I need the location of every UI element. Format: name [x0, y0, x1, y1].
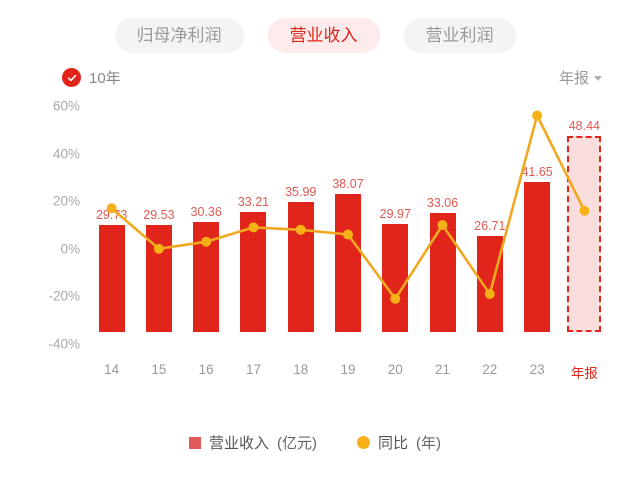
- x-axis-tick-19: 19: [340, 362, 356, 377]
- revenue-chart: 60% 40% 20% 0% -20% -40% 29.73 29.53 30.36 33.21…: [0, 96, 630, 396]
- tab-revenue[interactable]: 营业收入: [267, 18, 380, 53]
- bar-value-label: 48.44: [568, 119, 600, 133]
- ten-year-toggle[interactable]: 10年: [62, 67, 121, 88]
- legend-label-yoy: 同比: [378, 435, 409, 452]
- x-axis-tick-18: 18: [293, 362, 309, 377]
- bar-21[interactable]: [429, 212, 456, 332]
- bar-value-label: 29.97: [379, 206, 411, 221]
- bar-value-label: 29.73: [95, 207, 128, 222]
- period-label: 年报: [558, 70, 589, 87]
- bar-14[interactable]: [98, 224, 125, 332]
- bar-23[interactable]: [524, 181, 551, 332]
- y-axis-tick: -40%: [48, 336, 80, 352]
- legend-item-yoy[interactable]: 同比 (年): [357, 432, 441, 453]
- x-axis-tick-16: 16: [198, 362, 214, 377]
- period-selector[interactable]: 年报: [559, 67, 602, 88]
- ten-year-label: 10年: [89, 70, 121, 87]
- bar-value-label: 38.07: [332, 177, 364, 192]
- bar-value-label: 33.06: [426, 195, 459, 210]
- y-axis-tick: 20%: [52, 193, 80, 209]
- x-axis-tick-17: 17: [245, 362, 261, 377]
- legend-square-icon: [188, 436, 201, 449]
- y-axis-tick: -20%: [48, 288, 80, 304]
- chart-controls: 10年 年报: [0, 53, 630, 88]
- bar-17[interactable]: [240, 212, 267, 332]
- legend-label-revenue: 营业收入: [208, 435, 269, 452]
- x-axis-tick-23: 23: [529, 362, 545, 377]
- bar-value-label: 41.65: [521, 164, 553, 179]
- x-axis-tick-15: 15: [151, 362, 167, 377]
- forecast-column[interactable]: [567, 136, 602, 332]
- x-axis-tick-22: 22: [482, 362, 498, 377]
- x-axis-tick-20: 20: [387, 362, 403, 377]
- bar-20[interactable]: [382, 223, 409, 332]
- metric-tabs: 归母净利润 营业收入 营业利润: [0, 0, 630, 53]
- x-axis-tick-年报: 年报: [570, 366, 598, 381]
- bar-15[interactable]: [145, 225, 172, 332]
- bar-value-label: 26.71: [474, 218, 506, 233]
- chevron-down-icon: [594, 76, 602, 81]
- y-axis-tick: 0%: [60, 241, 80, 257]
- legend-unit-revenue: (亿元): [277, 435, 317, 452]
- plot-area: 29.73 29.53 30.36 33.21 35.99 38.07 29.97 33.06…: [88, 96, 608, 356]
- chart-legend: 营业收入 (亿元) 同比 (年): [0, 432, 630, 453]
- bar-16[interactable]: [193, 222, 220, 332]
- bar-value-label: 33.21: [237, 195, 270, 210]
- y-axis-tick: 40%: [52, 146, 80, 162]
- bar-18[interactable]: [287, 201, 314, 332]
- tab-net-profit[interactable]: 归母净利润: [114, 18, 244, 53]
- legend-circle-icon: [357, 436, 370, 449]
- bar-value-label: 30.36: [190, 205, 222, 220]
- tab-operating-profit[interactable]: 营业利润: [403, 18, 516, 53]
- bar-value-label: 29.53: [143, 208, 175, 223]
- x-axis: 14 15 16 17 18 19 20 21 22 23 年报: [88, 356, 608, 386]
- x-axis-tick-14: 14: [104, 362, 120, 377]
- x-axis-tick-21: 21: [435, 362, 451, 377]
- bar-22[interactable]: [476, 235, 503, 332]
- bar-value-label: 35.99: [285, 184, 317, 199]
- legend-unit-yoy: (年): [416, 435, 442, 452]
- check-icon: [62, 68, 81, 87]
- y-axis-tick: 60%: [52, 98, 80, 114]
- bar-19[interactable]: [335, 194, 361, 332]
- legend-item-revenue[interactable]: 营业收入 (亿元): [188, 432, 317, 453]
